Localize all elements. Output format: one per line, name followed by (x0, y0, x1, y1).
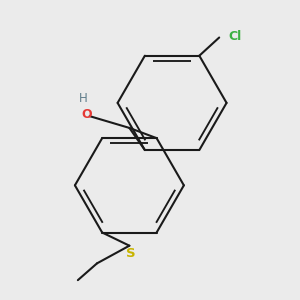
Text: O: O (81, 109, 92, 122)
Text: S: S (126, 247, 136, 260)
Text: Cl: Cl (228, 30, 241, 43)
Text: H: H (80, 92, 88, 105)
